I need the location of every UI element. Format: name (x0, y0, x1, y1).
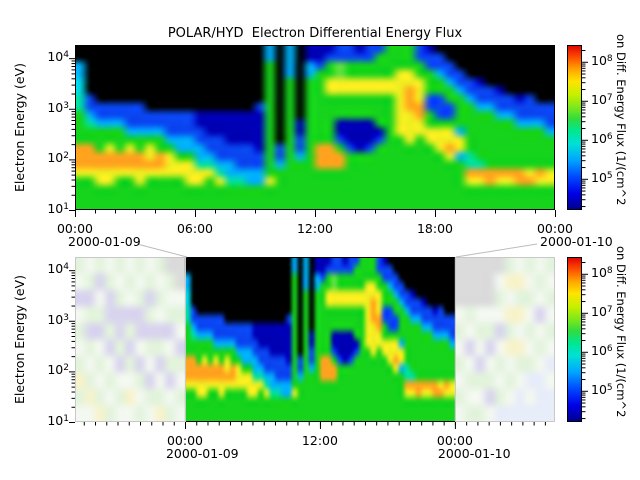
exponent: 1 (63, 201, 69, 212)
exponent: 6 (606, 343, 613, 354)
x-tick-label: 12:00 (301, 433, 338, 448)
exponent: 2 (63, 151, 69, 162)
y-tick-label: 101 (47, 413, 69, 428)
y-ticks-top (69, 58, 75, 211)
exponent: 4 (63, 50, 69, 60)
colorbar-tick-label: 106 (591, 130, 613, 146)
x-tick-label: 00:00 (166, 433, 203, 448)
colorbar-ticks-top (567, 45, 588, 210)
date-label: 2000-01-09 (165, 446, 239, 461)
bottom-colorbar (567, 257, 582, 422)
exponent: 7 (606, 92, 613, 103)
date-label: 2000-01-10 (540, 234, 613, 249)
date-label: 2000-01-10 (437, 446, 511, 461)
x-ticks-bottom (83, 422, 546, 429)
exponent: 8 (606, 53, 613, 64)
exponent: 3 (63, 312, 69, 323)
colorbar-tick-label: 107 (591, 91, 613, 107)
exponent: 2 (63, 363, 69, 374)
colorbar-title-top: on Diff. Energy Flux (1/(cm^2 (614, 34, 628, 206)
top-colorbar (567, 45, 582, 210)
y-tick-label: 104 (47, 49, 69, 65)
y-tick-label: 104 (47, 261, 69, 277)
zoom-connector-lines (136, 243, 538, 258)
panel-frame-bottom (75, 257, 555, 422)
exponent: 5 (606, 382, 613, 393)
chart-title: POLAR/HYD Electron Differential Energy F… (167, 26, 463, 41)
y-ticks-bottom (69, 270, 75, 423)
x-tick-label: 06:00 (176, 221, 214, 236)
exponent: 6 (606, 131, 613, 142)
exponent: 1 (63, 413, 69, 424)
exponent: 5 (606, 170, 613, 181)
x-tick-label: 12:00 (296, 221, 334, 236)
y-tick-label: 103 (47, 99, 69, 115)
exponent: 3 (63, 100, 69, 111)
bottom-context-spectrogram-heatmap (75, 257, 555, 422)
colorbar-title-bottom: on Diff. Energy Flux (1/(cm^2 (614, 246, 628, 418)
x-tick-label: 00:00 (56, 221, 94, 236)
exponent: 8 (606, 265, 613, 276)
date-label: 2000-01-09 (68, 234, 141, 249)
panel-frame-top (75, 45, 555, 210)
x-tick-label: 00:00 (436, 433, 473, 448)
colorbar-tick-label: 106 (591, 342, 613, 358)
exponent: 4 (63, 262, 69, 272)
x-ticks-top (75, 210, 556, 217)
y-tick-label: 103 (47, 311, 69, 327)
y-tick-label: 102 (47, 362, 69, 378)
colorbar-tick-label: 105 (591, 381, 613, 397)
colorbar-tick-label: 108 (591, 52, 613, 68)
top-spectrogram-heatmap (75, 45, 555, 210)
y-tick-label: 101 (47, 201, 69, 216)
colorbar-tick-label: 105 (591, 169, 613, 185)
y-tick-label: 102 (47, 150, 69, 166)
colorbar-tick-label: 107 (591, 303, 613, 319)
x-tick-label: 18:00 (416, 221, 454, 236)
washed-region-outlines (75, 257, 555, 422)
exponent: 7 (606, 304, 613, 315)
colorbar-ticks-bottom (567, 257, 588, 422)
colorbar-tick-label: 108 (591, 264, 613, 280)
x-tick-label: 00:00 (536, 221, 574, 236)
